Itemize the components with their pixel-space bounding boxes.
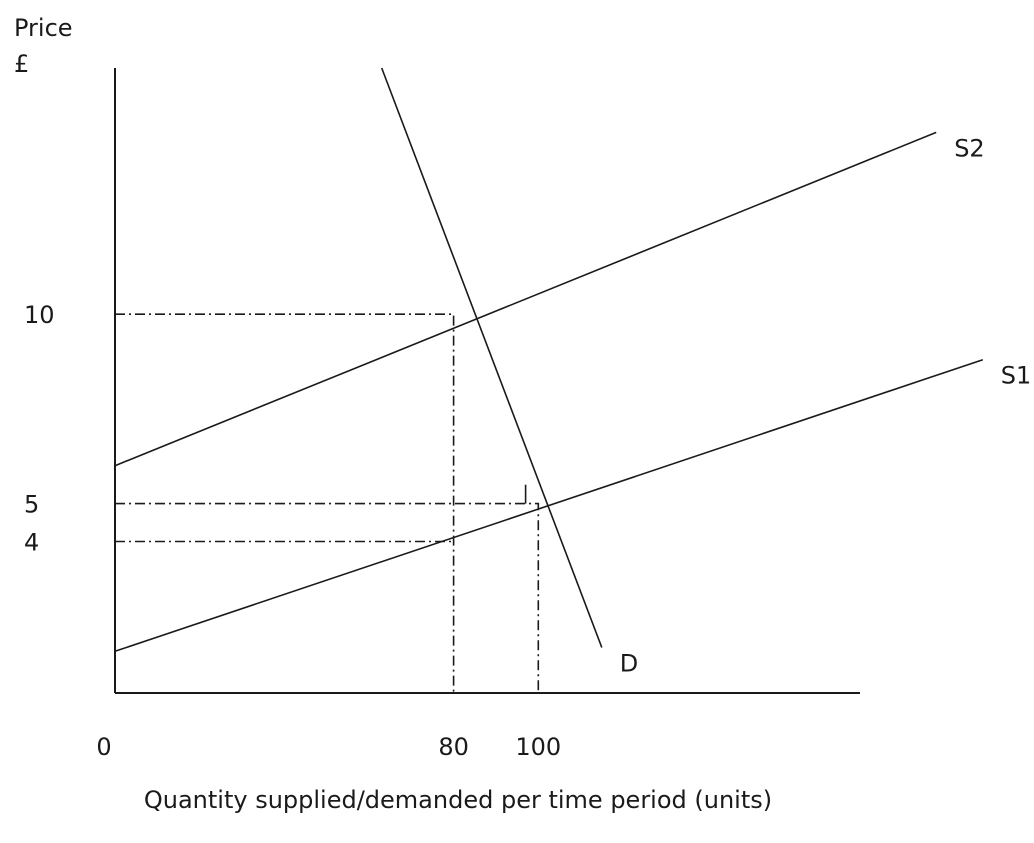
- x-origin-label: 0: [96, 733, 111, 761]
- y-tick-10: 10: [24, 301, 55, 329]
- x-tick-labels: 80 100: [438, 733, 561, 761]
- y-axis-label-line1: Price: [14, 14, 73, 42]
- guide-line-2: [115, 502, 540, 693]
- x-tick-100: 100: [515, 733, 561, 761]
- curve-d: [380, 67, 603, 648]
- series-labels: S1 S2 D: [620, 134, 1032, 677]
- curve-s2: [114, 131, 937, 467]
- label-s2: S2: [954, 134, 985, 162]
- y-tick-4: 4: [24, 529, 39, 557]
- y-tick-labels: 10 5 4: [24, 301, 55, 556]
- y-axis-label-line2: £: [14, 50, 29, 78]
- curve-s1: [114, 358, 984, 653]
- x-axis-label: Quantity supplied/demanded per time peri…: [144, 786, 772, 814]
- label-s1: S1: [1001, 362, 1032, 390]
- y-tick-5: 5: [24, 491, 39, 519]
- label-d: D: [620, 650, 638, 678]
- x-tick-80: 80: [438, 733, 469, 761]
- reference-guides: [115, 313, 540, 693]
- curves: [114, 67, 984, 653]
